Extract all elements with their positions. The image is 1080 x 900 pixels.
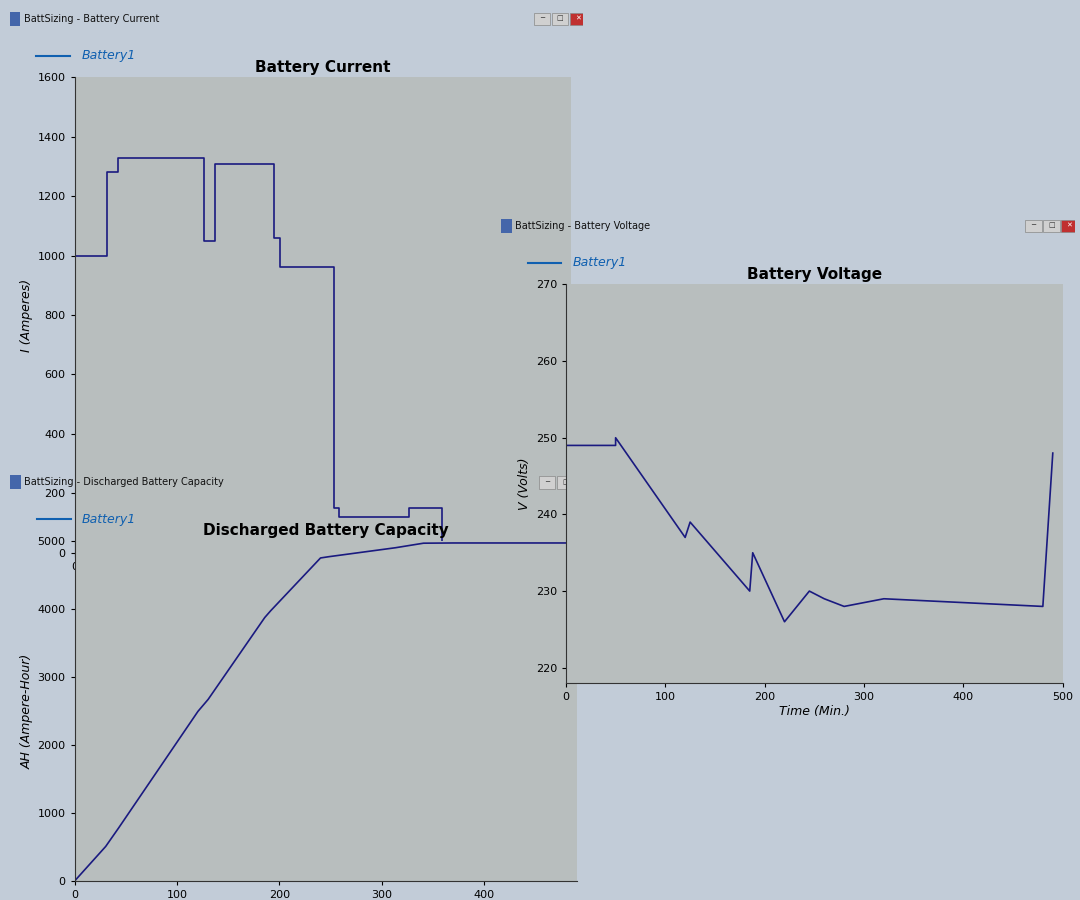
Text: BattSizing - Battery Current: BattSizing - Battery Current — [24, 14, 159, 24]
Text: ✕: ✕ — [580, 479, 586, 485]
Text: BattSizing - Battery Voltage: BattSizing - Battery Voltage — [515, 220, 650, 231]
Bar — [1026, 220, 1042, 232]
Bar — [570, 13, 586, 25]
Bar — [10, 475, 21, 490]
Text: Battery1: Battery1 — [82, 513, 136, 526]
Text: ─: ─ — [540, 15, 544, 22]
X-axis label: Time (Min.): Time (Min.) — [287, 574, 359, 588]
Y-axis label: I (Amperes): I (Amperes) — [21, 278, 33, 352]
Bar — [539, 476, 555, 489]
Bar — [552, 13, 568, 25]
X-axis label: Time (Min.): Time (Min.) — [779, 705, 850, 718]
Title: Battery Voltage: Battery Voltage — [746, 266, 882, 282]
Y-axis label: V (Volts): V (Volts) — [518, 457, 531, 510]
Bar — [501, 219, 512, 233]
Text: ─: ─ — [1031, 222, 1036, 229]
Title: Discharged Battery Capacity: Discharged Battery Capacity — [203, 523, 448, 538]
Bar — [1062, 220, 1078, 232]
Text: □: □ — [562, 479, 568, 485]
Text: Battery1: Battery1 — [572, 256, 627, 269]
Bar — [1043, 220, 1059, 232]
Text: ✕: ✕ — [575, 15, 581, 22]
Bar — [557, 476, 573, 489]
Text: □: □ — [557, 15, 564, 22]
Bar — [10, 12, 21, 26]
Title: Battery Current: Battery Current — [255, 59, 391, 75]
Bar — [576, 476, 592, 489]
Y-axis label: AH (Ampere-Hour): AH (Ampere-Hour) — [21, 653, 33, 769]
Text: Battery1: Battery1 — [81, 50, 136, 62]
Bar — [535, 13, 551, 25]
Text: □: □ — [1049, 222, 1055, 229]
Text: BattSizing - Discharged Battery Capacity: BattSizing - Discharged Battery Capacity — [24, 477, 224, 488]
Text: ✕: ✕ — [1066, 222, 1072, 229]
Text: ─: ─ — [545, 479, 550, 485]
